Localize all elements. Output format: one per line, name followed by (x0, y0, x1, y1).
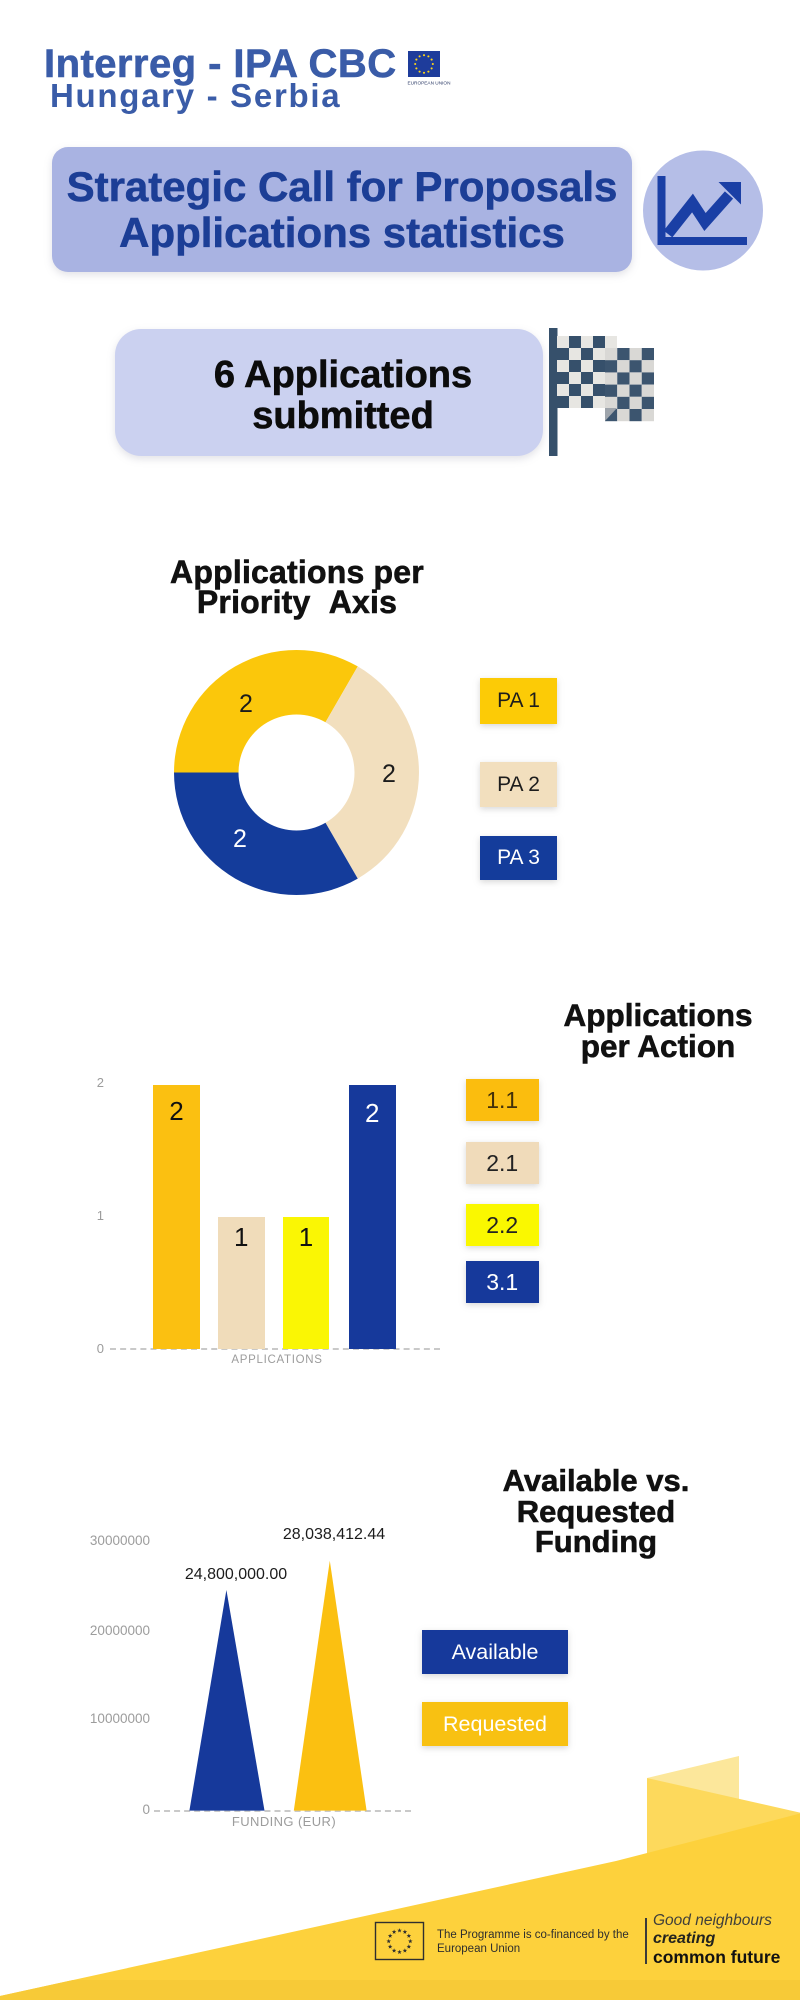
svg-text:2: 2 (239, 690, 253, 718)
svg-text:2: 2 (382, 760, 396, 788)
svg-text:2: 2 (233, 825, 247, 853)
svg-text:EUROPEAN UNION: EUROPEAN UNION (408, 81, 452, 87)
